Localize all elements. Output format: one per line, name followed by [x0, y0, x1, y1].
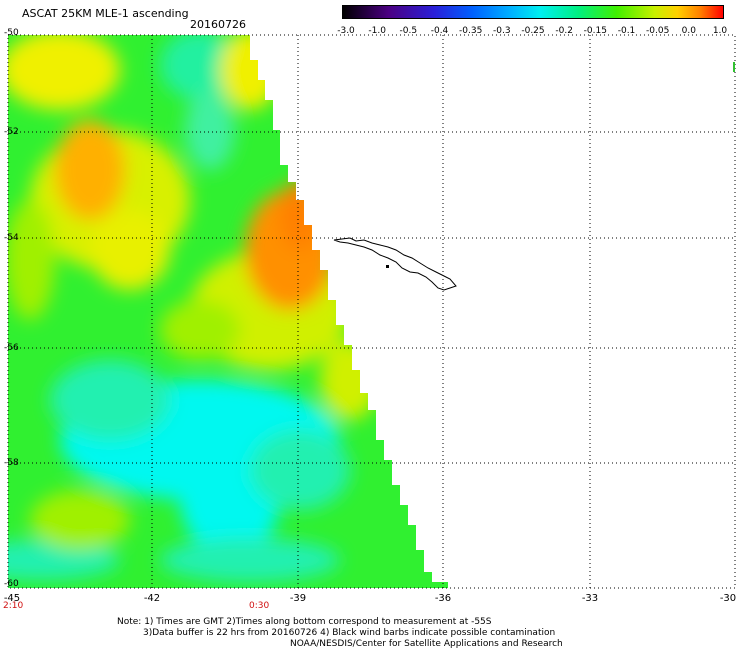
lat-label: -52 — [4, 127, 19, 137]
note-line-2: 3)Data buffer is 22 hrs from 20160726 4)… — [143, 628, 556, 638]
lat-label: -56 — [4, 343, 19, 353]
product-date: 20160726 — [190, 18, 246, 31]
lon-label: -33 — [581, 593, 599, 604]
note-line-3: NOAA/NESDIS/Center for Satellite Applica… — [290, 639, 563, 649]
colorbar-tick-label: -0.2 — [555, 26, 573, 36]
wind-data-field — [8, 35, 448, 588]
note-line-1: Note: 1) Times are GMT 2)Times along bot… — [117, 617, 492, 627]
time-label: 0:30 — [249, 601, 270, 611]
colorbar-tick-label: -0.4 — [430, 26, 449, 36]
graticule — [8, 35, 735, 588]
lon-label: -42 — [143, 593, 161, 604]
lat-label: -60 — [4, 579, 19, 589]
lat-label: -58 — [4, 458, 19, 468]
colorbar-tick-label: -0.25 — [521, 26, 545, 36]
lat-label: -50 — [4, 28, 19, 38]
colorbar-tick-label: -0.05 — [646, 26, 670, 36]
colorbar-tick-label: 1.0 — [712, 26, 728, 36]
colorbar-tick-label: -0.5 — [399, 26, 418, 36]
lat-label: -54 — [4, 233, 19, 243]
lon-label: -39 — [289, 593, 307, 604]
colorbar-tick-label: -3.0 — [337, 26, 355, 36]
product-title: ASCAT 25KM MLE-1 ascending — [22, 7, 189, 20]
lon-label: -45 — [3, 593, 21, 604]
colorbar-tick-label: -0.15 — [583, 26, 607, 36]
colorbar-tick-label: -1.0 — [368, 26, 386, 36]
edge-mark — [733, 62, 735, 72]
island-speck — [386, 265, 389, 268]
colorbar-tick-label: 0.0 — [681, 26, 696, 36]
colorbar-tick-label: -0.35 — [459, 26, 483, 36]
south-georgia-coastline — [333, 237, 457, 291]
colorbar-tick-label: -0.1 — [617, 26, 636, 36]
colorbar-tick-label: -0.3 — [493, 26, 511, 36]
colorbar — [342, 5, 724, 19]
time-label: 2:10 — [3, 601, 24, 611]
lon-label: -36 — [434, 593, 452, 604]
lon-label: -30 — [719, 593, 737, 604]
